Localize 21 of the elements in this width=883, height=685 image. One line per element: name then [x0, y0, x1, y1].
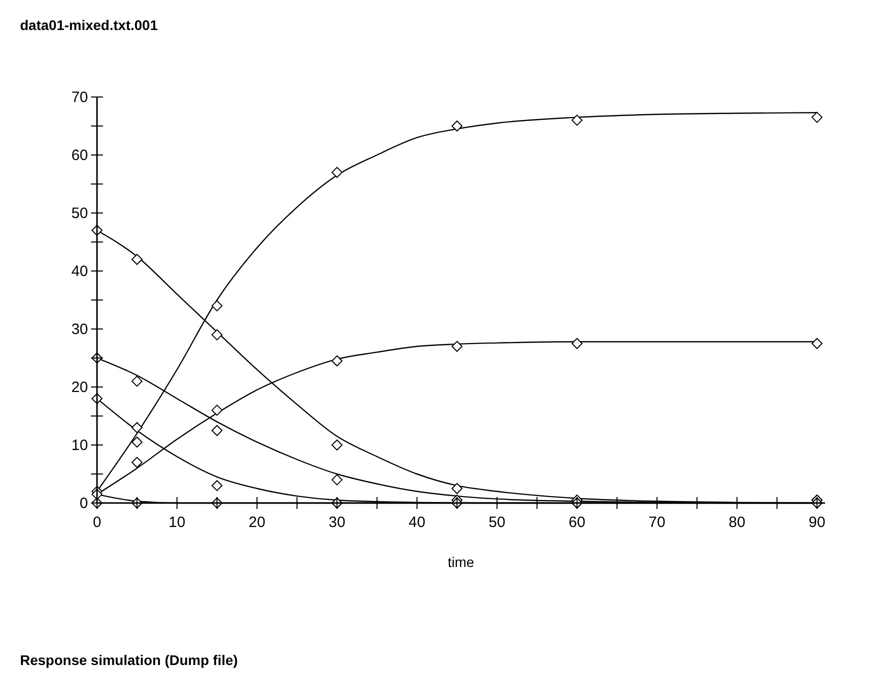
- x-tick-label: 60: [568, 514, 586, 531]
- chart-title: data01-mixed.txt.001: [20, 17, 158, 33]
- y-tick-label: 40: [71, 263, 88, 280]
- x-tick-label: 30: [328, 514, 346, 531]
- y-tick-label: 30: [71, 321, 88, 338]
- text: Response simulation (Dump file): [20, 652, 238, 668]
- x-tick-label: 70: [648, 514, 666, 531]
- x-tick-label: 90: [808, 514, 826, 531]
- y-tick-label: 50: [71, 205, 88, 222]
- x-tick-label: 50: [488, 514, 506, 531]
- y-tick-label: 0: [80, 495, 88, 512]
- x-axis-title: time: [448, 554, 474, 570]
- y-tick-label: 70: [71, 89, 88, 106]
- y-tick-label: 20: [71, 379, 88, 396]
- y-tick-label: 60: [71, 147, 88, 164]
- x-tick-label: 0: [92, 514, 102, 531]
- x-tick-label: 20: [248, 514, 266, 531]
- x-tick-label: 80: [728, 514, 746, 531]
- y-tick-label: 10: [71, 437, 88, 454]
- x-tick-label: 10: [168, 514, 186, 531]
- x-tick-label: 40: [408, 514, 426, 531]
